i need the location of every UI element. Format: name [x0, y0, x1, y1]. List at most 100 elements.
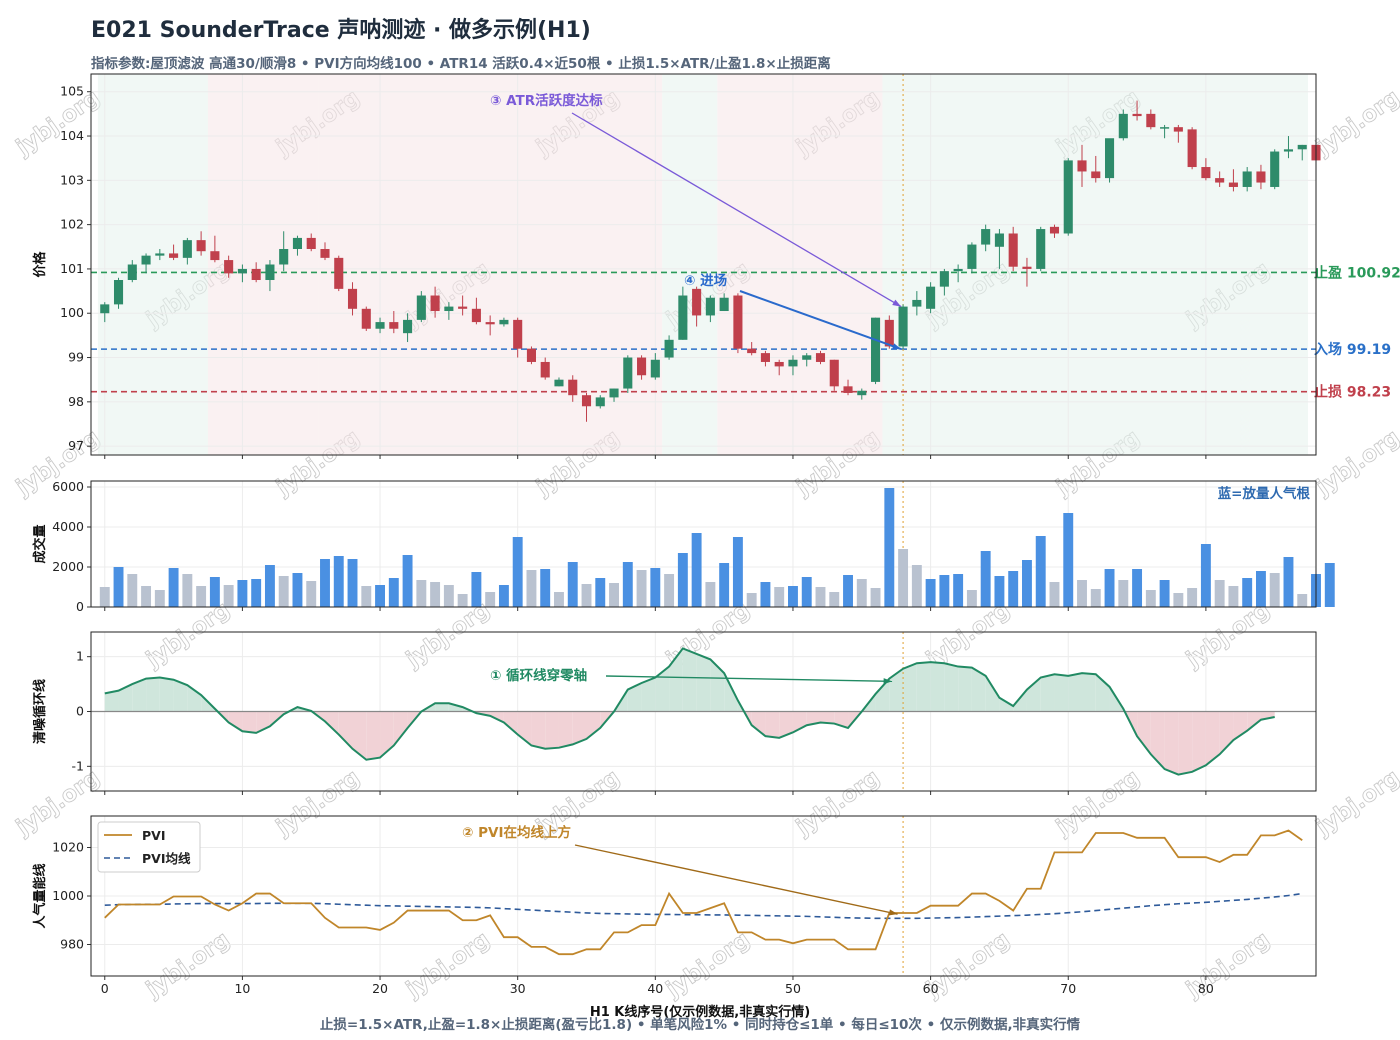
candle-down: [471, 308, 481, 323]
candle-down: [540, 361, 550, 378]
candle-down: [334, 257, 344, 289]
cycle-positive-fill: [930, 662, 945, 712]
candle-down: [884, 319, 894, 347]
volume-bar: [1035, 536, 1046, 607]
candle-up: [113, 280, 124, 305]
volume-bar: [554, 592, 564, 607]
y-tick-label: 104: [60, 128, 84, 143]
candle-down: [1256, 171, 1266, 183]
volume-bar: [113, 567, 124, 607]
pvi-ma-line: [104, 892, 1303, 920]
cycle-positive-fill: [875, 678, 890, 712]
volume-bar: [1022, 560, 1032, 607]
volume-bar: [141, 586, 152, 607]
volume-bar: [1008, 571, 1019, 607]
volume-bar: [388, 578, 399, 607]
volume-bar: [333, 556, 344, 607]
y-tick-label: 6000: [52, 479, 84, 494]
volume-bar: [209, 577, 220, 607]
pvi-panel: 980 1000 1020 人气量能线 PVI PVI均线 ② PVI在均线上方: [32, 815, 1317, 980]
candle-up: [994, 233, 1004, 247]
volume-bar: [774, 587, 785, 607]
candle-up: [898, 306, 908, 347]
y-tick-label: 1020: [52, 840, 84, 855]
candle-up: [1242, 171, 1252, 187]
cycle-negative-fill: [1247, 711, 1261, 731]
cycle-negative-fill: [806, 711, 821, 726]
candle-up: [237, 268, 247, 274]
cycle-negative-fill: [531, 711, 546, 749]
candle-up: [499, 319, 509, 325]
y-tick-label: 0: [76, 704, 84, 719]
volume-bar: [788, 586, 798, 607]
chart-title: E021 SounderTrace 声呐测迹 · 做多示例(H1): [91, 18, 591, 43]
entry-price-label: 入场 99.19: [1314, 342, 1391, 358]
x-axis-label: H1 K线序号(仅示例数据,非真实行情): [589, 1005, 811, 1020]
cycle-negative-fill: [820, 711, 835, 724]
cycle-negative-fill: [393, 711, 408, 746]
chart-subtitle: 指标参数:屋顶滤波 高通30/顺滑8 • PVI方向均线100 • ATR14 …: [91, 56, 831, 72]
candle-down: [251, 268, 261, 281]
candle-down: [1008, 233, 1018, 267]
y-tick-label: 100: [60, 305, 84, 320]
cycle-negative-fill: [503, 711, 518, 735]
candle-down: [1173, 127, 1183, 132]
watermark-text: jybj.org: [661, 927, 754, 1003]
candle-down: [692, 288, 702, 316]
candle-up: [265, 264, 275, 281]
y-tick-label: 1000: [52, 888, 84, 903]
volume-bar: [154, 590, 165, 607]
cycle-positive-fill: [1095, 674, 1110, 712]
candle-up: [926, 286, 936, 309]
volume-bar: [801, 577, 812, 607]
watermark-text: jybj.org: [401, 597, 494, 673]
volume-bar: [498, 585, 509, 607]
volume-bar: [609, 583, 619, 607]
watermark-text: jybj.org: [791, 765, 884, 841]
volume-bar: [966, 590, 977, 607]
x-tick-label: 0: [101, 981, 109, 996]
candle-up: [554, 379, 564, 387]
volume-bar: [1063, 513, 1074, 607]
watermark-text: jybj.org: [1311, 85, 1400, 161]
volume-bar: [292, 573, 303, 607]
candle-down: [760, 353, 770, 362]
arrow-head: [888, 909, 898, 916]
candle-down: [347, 288, 358, 309]
cycle-positive-fill: [696, 653, 711, 712]
volume-bar: [994, 576, 1005, 607]
annotation-arrow: [739, 290, 902, 351]
candle-down: [224, 260, 234, 274]
candle-down: [1132, 113, 1142, 117]
candle-down: [774, 361, 784, 367]
cycle-positive-fill: [958, 666, 972, 712]
price-panel: 97 98 99 100 101 102 103 104 105 价格 止盈 100.92 入场 99…: [32, 73, 1400, 459]
cycle-positive-fill: [641, 677, 656, 712]
panel-border: [90, 815, 1317, 977]
cycle-negative-fill: [324, 711, 339, 735]
x-tick-label: 80: [1198, 981, 1214, 996]
regime-band: [662, 74, 718, 455]
chart-footer: 止损=1.5×ATR,止盈=1.8×止损距离(盈亏比1.8) • 单笔风险1% …: [319, 1017, 1081, 1033]
candle-down: [1187, 129, 1197, 168]
volume-bar: [1324, 563, 1335, 607]
candle-up: [857, 390, 867, 396]
x-tick-label: 30: [510, 981, 526, 996]
cycle-positive-fill: [187, 685, 202, 712]
volume-bar: [99, 587, 110, 607]
volume-bar: [856, 579, 867, 607]
cycle-positive-fill: [1068, 673, 1083, 712]
candle-up: [719, 297, 729, 312]
y-tick-label: -1: [72, 758, 84, 773]
volume-bar: [870, 588, 881, 607]
pvi-annotation-label: ② PVI在均线上方: [462, 824, 571, 841]
cycle-negative-fill: [1178, 711, 1193, 775]
volume-panel: 0 2000 4000 6000 成交量 蓝=放量人气根: [32, 479, 1335, 614]
volume-bar: [1077, 580, 1087, 607]
candle-up: [595, 397, 605, 407]
arrow-head: [883, 678, 893, 685]
panel-border: [90, 73, 1317, 456]
cycle-positive-fill: [173, 679, 188, 712]
watermark-text: jybj.org: [141, 927, 234, 1003]
volume-bar: [1214, 580, 1225, 607]
